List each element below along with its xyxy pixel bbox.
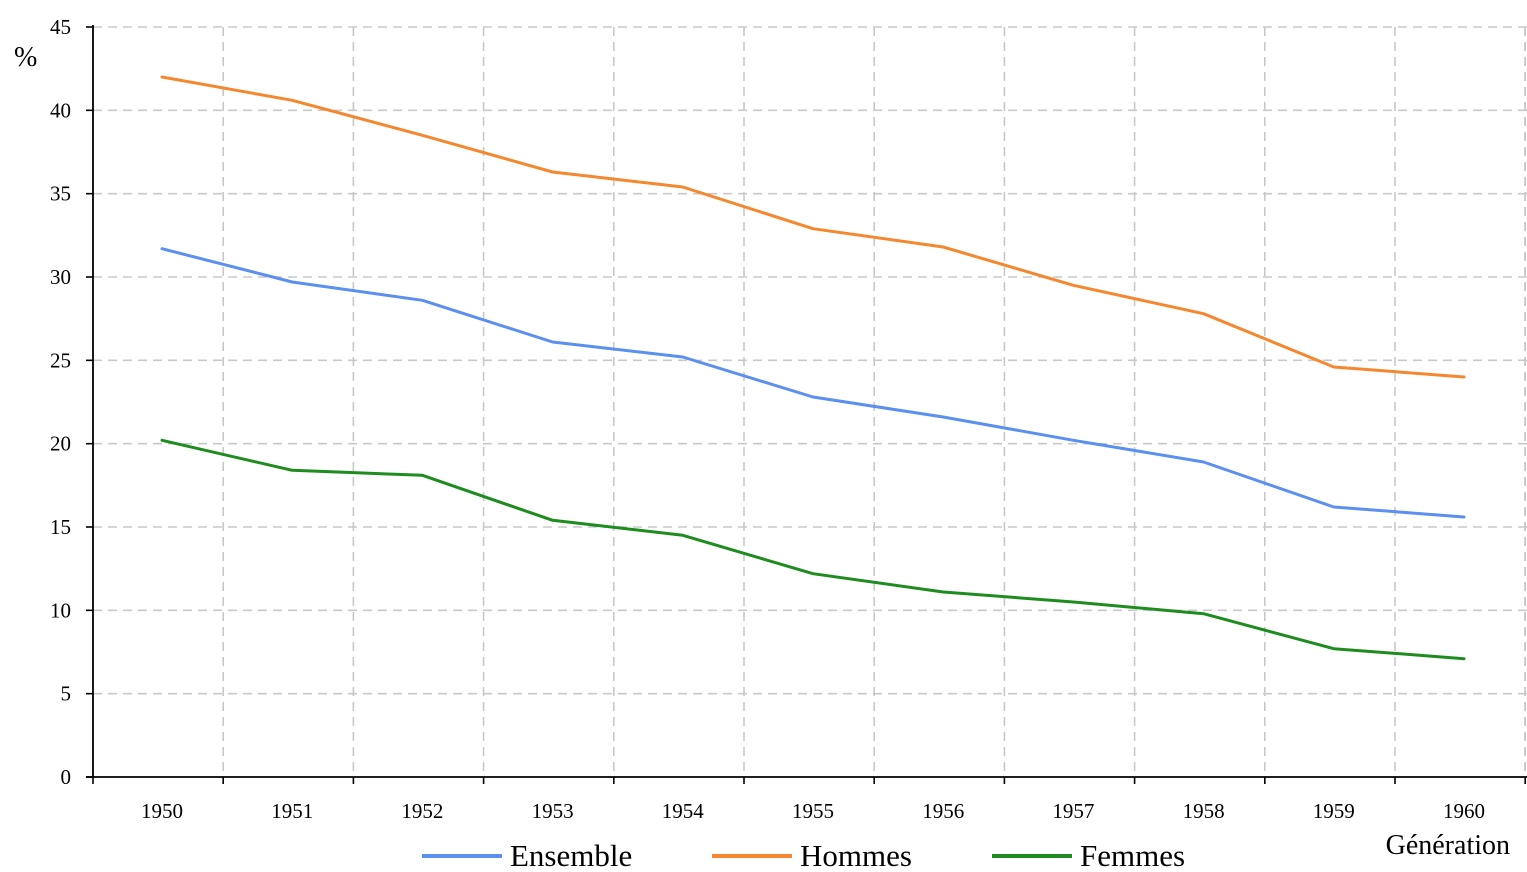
x-tick-label: 1954 [662, 799, 705, 823]
x-tick-label: 1953 [532, 799, 574, 823]
x-tick-label: 1950 [141, 799, 183, 823]
series-line-ensemble [160, 247, 1466, 519]
y-tick-label: 30 [50, 265, 71, 289]
legend-item-ensemble: Ensemble [422, 838, 632, 872]
legend-label: Hommes [800, 838, 912, 872]
legend-label: Ensemble [510, 838, 632, 872]
y-tick-label: 0 [61, 765, 72, 789]
y-tick-label: 20 [50, 432, 71, 456]
x-tick-label: 1951 [271, 799, 313, 823]
series-line-hommes [160, 75, 1466, 379]
y-tick-label: 5 [61, 682, 72, 706]
x-tick-label: 1955 [792, 799, 834, 823]
legend-label: Femmes [1080, 838, 1185, 872]
axes [86, 25, 1527, 784]
x-tick-label: 1959 [1313, 799, 1355, 823]
series-lines [160, 75, 1466, 661]
legend-item-hommes: Hommes [712, 838, 912, 872]
y-tick-label: 40 [50, 98, 71, 122]
series-line-femmes [160, 438, 1466, 661]
y-tick-label: 10 [50, 598, 71, 622]
y-axis-label: % [14, 42, 37, 73]
y-tick-label: 25 [50, 348, 71, 372]
x-tick-label: 1960 [1443, 799, 1485, 823]
x-axis-label: Génération [1386, 830, 1510, 861]
x-tick-label: 1956 [922, 799, 964, 823]
y-tick-label: 45 [50, 15, 71, 39]
tick-labels: 0 5 10 15 20 25 30 35 40 45 1950 1951 1952 1953 1954 19… [50, 15, 1485, 823]
x-tick-label: 1952 [401, 799, 443, 823]
x-tick-label: 1957 [1052, 799, 1094, 823]
y-tick-label: 15 [50, 515, 71, 539]
grid [93, 26, 1527, 777]
legend-item-femmes: Femmes [992, 838, 1185, 872]
y-tick-label: 35 [50, 182, 71, 206]
legend: Ensemble Hommes Femmes [422, 838, 1185, 872]
x-tick-label: 1958 [1183, 799, 1225, 823]
